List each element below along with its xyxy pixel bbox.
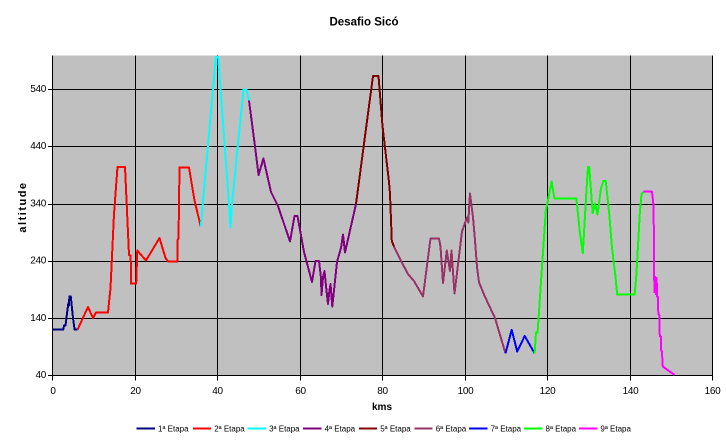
svg-text:40: 40 <box>212 386 223 397</box>
svg-text:440: 440 <box>30 141 47 152</box>
svg-text:140: 140 <box>30 313 47 324</box>
svg-text:0: 0 <box>50 386 56 397</box>
svg-text:140: 140 <box>623 386 640 397</box>
svg-text:1ª Etapa: 1ª Etapa <box>158 425 189 434</box>
svg-text:9ª Etapa: 9ª Etapa <box>600 425 631 434</box>
svg-text:340: 340 <box>30 199 47 210</box>
svg-text:4ª Etapa: 4ª Etapa <box>325 425 356 434</box>
svg-text:Desafio Sicó: Desafio Sicó <box>329 17 398 29</box>
svg-text:40: 40 <box>35 370 46 381</box>
svg-text:altitude: altitude <box>17 181 29 232</box>
svg-text:60: 60 <box>295 386 306 397</box>
svg-text:kms: kms <box>372 402 392 413</box>
svg-text:6ª Etapa: 6ª Etapa <box>436 425 467 434</box>
svg-text:160: 160 <box>705 386 722 397</box>
svg-text:7ª Etapa: 7ª Etapa <box>491 425 522 434</box>
svg-text:100: 100 <box>458 386 475 397</box>
svg-text:240: 240 <box>30 256 47 267</box>
svg-text:20: 20 <box>130 386 141 397</box>
svg-text:5ª Etapa: 5ª Etapa <box>380 425 411 434</box>
svg-text:8ª Etapa: 8ª Etapa <box>546 425 577 434</box>
svg-text:540: 540 <box>30 84 47 95</box>
svg-text:120: 120 <box>540 386 557 397</box>
svg-text:3ª Etapa: 3ª Etapa <box>269 425 300 434</box>
svg-text:2ª Etapa: 2ª Etapa <box>214 425 245 434</box>
svg-text:80: 80 <box>377 386 388 397</box>
